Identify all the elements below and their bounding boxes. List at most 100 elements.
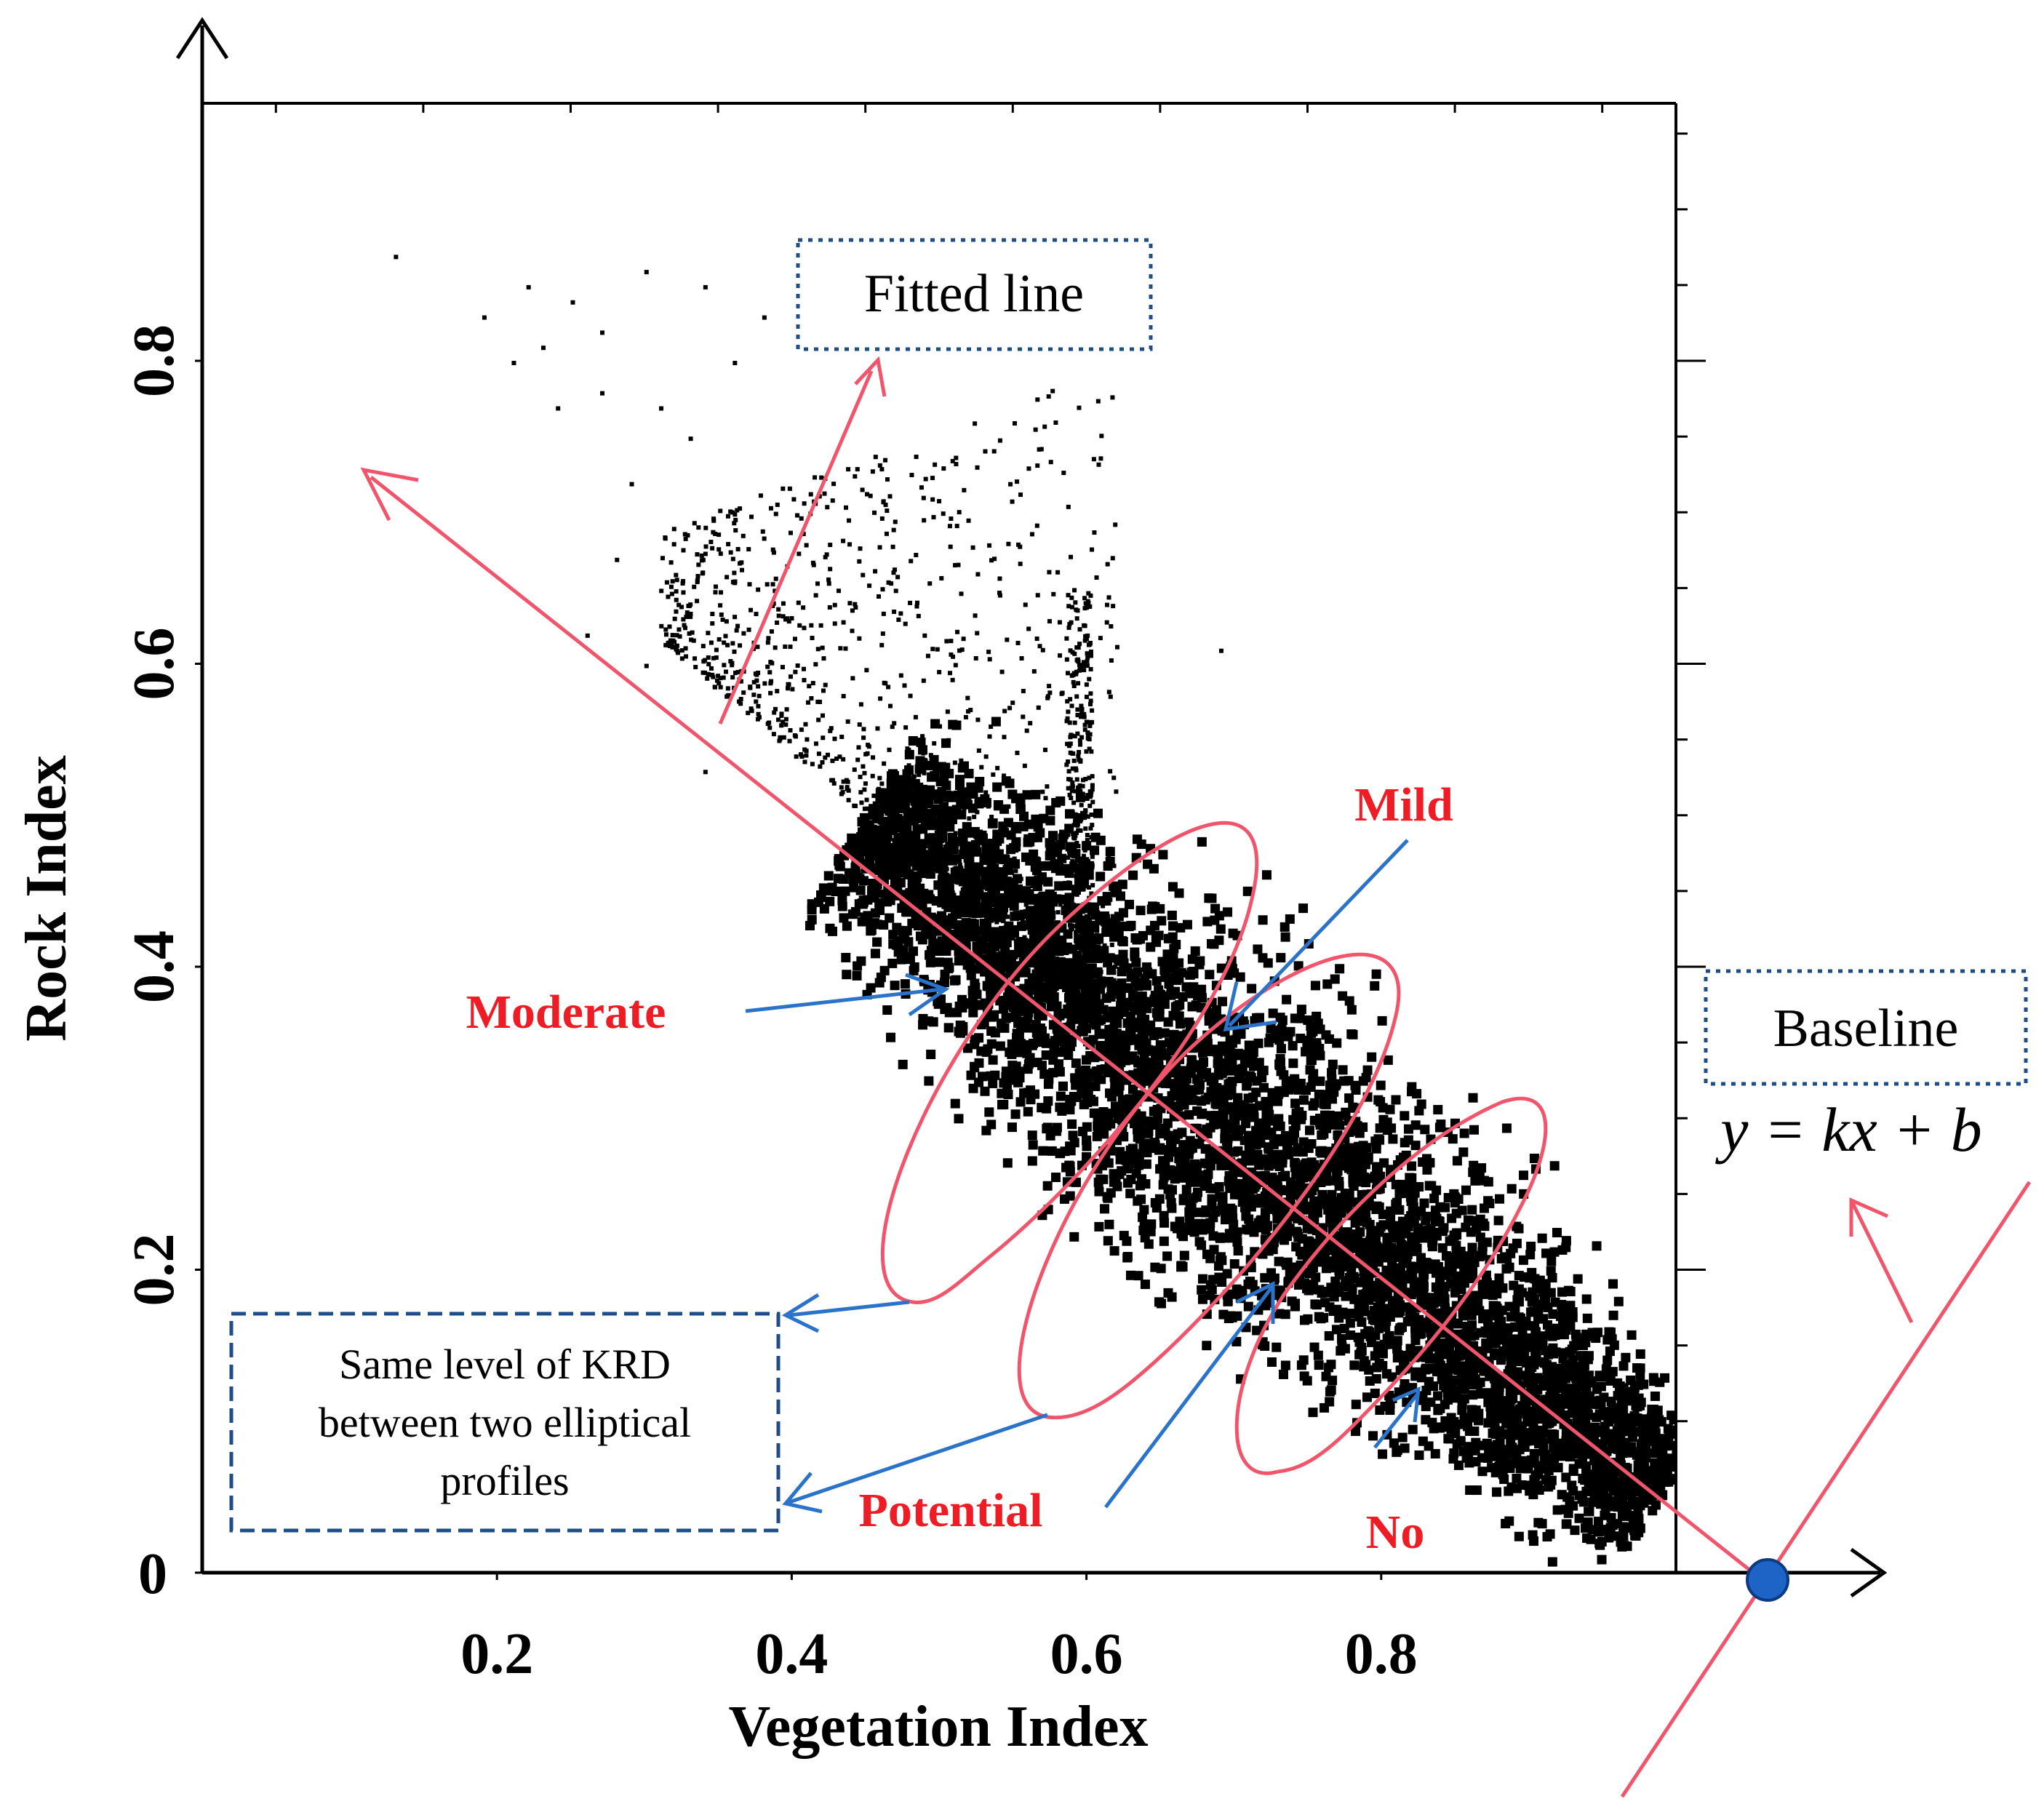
data-point — [1512, 1473, 1522, 1483]
data-point — [961, 917, 971, 927]
data-point — [1280, 1360, 1290, 1370]
data-point — [1565, 1384, 1576, 1394]
data-point — [1306, 1028, 1317, 1038]
data-point — [1557, 1245, 1568, 1255]
data-point — [1026, 876, 1036, 886]
data-point — [858, 895, 869, 906]
data-point — [1245, 1277, 1255, 1287]
data-point — [1016, 1016, 1026, 1026]
data-point — [841, 952, 851, 962]
data-point — [1023, 1023, 1033, 1033]
data-point — [1149, 1106, 1159, 1117]
data-point — [935, 847, 946, 858]
data-point — [1442, 1422, 1452, 1432]
data-point — [1303, 1035, 1313, 1045]
data-point — [1386, 1123, 1397, 1133]
data-point — [1451, 1249, 1461, 1259]
data-point — [1208, 1184, 1218, 1194]
data-point — [1180, 1154, 1190, 1165]
data-point — [1287, 1135, 1297, 1145]
data-point — [925, 869, 935, 879]
data-point — [1048, 1020, 1058, 1030]
data-point — [1677, 1456, 1686, 1466]
data-point — [1132, 935, 1142, 945]
data-point — [902, 925, 912, 935]
data-point — [1045, 805, 1055, 815]
data-point — [1178, 1194, 1189, 1204]
data-point — [1184, 1141, 1194, 1151]
data-point — [1247, 1223, 1258, 1233]
data-point — [1197, 837, 1207, 847]
data-point — [1469, 1160, 1479, 1170]
data-point — [837, 895, 847, 906]
data-point — [1304, 1143, 1314, 1153]
data-point — [1635, 1370, 1645, 1381]
data-point — [1189, 1227, 1199, 1237]
data-point — [1159, 1028, 1170, 1038]
data-point — [1114, 930, 1124, 940]
data-point — [1197, 1285, 1207, 1295]
data-point — [1541, 1248, 1552, 1258]
data-point — [1149, 863, 1159, 874]
data-point — [1207, 1285, 1217, 1295]
data-point — [1158, 850, 1168, 860]
data-point — [1666, 1410, 1676, 1421]
data-point — [1376, 1080, 1386, 1090]
data-point — [1418, 1157, 1428, 1168]
data-point — [1334, 1181, 1344, 1191]
data-point — [1457, 1394, 1467, 1405]
data-point — [1468, 1390, 1478, 1400]
data-point — [878, 855, 888, 866]
data-point — [1156, 1264, 1166, 1274]
data-point — [1119, 1231, 1129, 1241]
data-point — [872, 937, 882, 947]
data-point — [1114, 954, 1124, 965]
data-point — [1434, 1275, 1445, 1285]
data-point — [1114, 1086, 1124, 1096]
data-point — [1440, 1202, 1450, 1213]
data-point — [847, 833, 857, 843]
data-point — [1023, 1007, 1034, 1018]
data-point — [1310, 981, 1320, 991]
data-point — [1178, 1066, 1188, 1076]
data-point — [1171, 940, 1181, 950]
data-point — [1527, 1362, 1537, 1372]
data-point — [1425, 1157, 1435, 1168]
data-point — [1293, 961, 1304, 971]
data-point — [1310, 1299, 1320, 1309]
data-point — [1629, 1383, 1640, 1393]
data-point — [1606, 1414, 1616, 1424]
data-point — [1400, 1378, 1410, 1389]
data-point — [1118, 908, 1128, 918]
data-point — [1241, 1150, 1251, 1160]
data-point — [1547, 1273, 1557, 1283]
data-point — [1400, 1355, 1410, 1365]
data-point — [948, 719, 958, 730]
data-point — [1391, 1095, 1401, 1105]
data-point — [1608, 1279, 1618, 1289]
data-point — [1322, 1176, 1332, 1186]
data-point — [1477, 1466, 1488, 1477]
data-point — [1427, 1237, 1437, 1248]
data-point — [1358, 1076, 1368, 1086]
data-point — [1054, 881, 1064, 891]
data-point — [1407, 1161, 1417, 1171]
data-point — [930, 771, 940, 781]
data-point — [1346, 1268, 1357, 1278]
data-point — [1166, 1079, 1176, 1089]
data-point — [1325, 1302, 1335, 1312]
data-point — [859, 813, 869, 823]
data-point — [1354, 1312, 1364, 1322]
data-point — [1647, 1404, 1657, 1414]
data-point — [1396, 1179, 1406, 1189]
data-point — [1007, 1122, 1017, 1133]
data-point — [1408, 1424, 1418, 1434]
data-point — [1584, 1481, 1594, 1491]
data-point — [988, 818, 998, 829]
data-point — [1519, 1272, 1529, 1282]
data-point — [952, 1007, 962, 1018]
data-point — [1028, 833, 1038, 843]
data-point — [1526, 1241, 1536, 1251]
data-point — [1125, 1011, 1135, 1021]
data-point — [1221, 1135, 1231, 1146]
